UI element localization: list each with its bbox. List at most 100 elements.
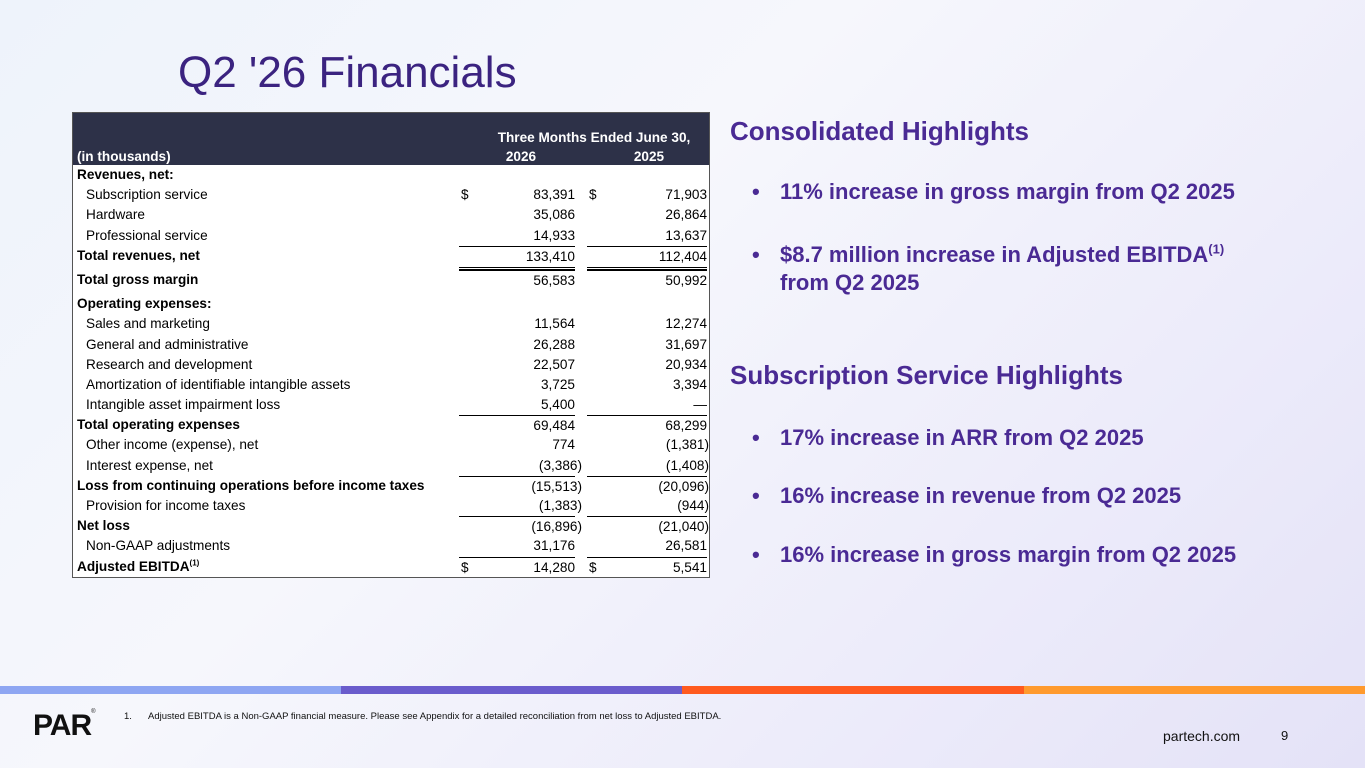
value-2025: 71,903	[665, 187, 707, 203]
bullet-text-main: $8.7 million increase in Adjusted EBITDA	[780, 242, 1209, 267]
value-2025: 68,299	[665, 418, 707, 434]
units-label: (in thousands)	[77, 149, 171, 164]
row-label: Intangible asset impairment loss	[86, 397, 281, 413]
value-2025: (21,040)	[658, 519, 709, 535]
table-row: Revenues, net:	[73, 165, 709, 185]
value-2026: (1,383)	[538, 498, 582, 513]
list-item: • 16% increase in gross margin from Q2 2…	[752, 541, 1236, 569]
bullet-text: 17% increase in ARR from Q2 2025	[780, 425, 1144, 450]
row-label: Net loss	[77, 518, 130, 534]
footnote-ref: (1)	[189, 558, 200, 568]
value-2025: 26,864	[665, 207, 707, 223]
value-2025: 26,581	[665, 538, 707, 554]
table-row: Net loss (16,896) (21,040)	[73, 516, 709, 536]
value-2026: 14,280	[533, 559, 575, 575]
table-row: Non-GAAP adjustments 31,176 26,581	[73, 536, 709, 556]
value-2026: (16,896)	[531, 519, 582, 535]
value-2025: 12,274	[665, 316, 707, 332]
value-2025: (20,096)	[658, 478, 709, 494]
value-2026: 83,391	[533, 187, 575, 203]
list-item: • 11% increase in gross margin from Q2 2…	[752, 178, 1235, 206]
footer-stripe-segment	[1024, 686, 1365, 694]
consolidated-highlights-heading: Consolidated Highlights	[730, 116, 1029, 146]
list-item: • $8.7 million increase in Adjusted EBIT…	[752, 241, 1224, 297]
value-2025: 50,992	[665, 272, 707, 288]
subscription-highlights-heading: Subscription Service Highlights	[730, 360, 1123, 390]
table-row: Subscription service $83,391 $71,903	[73, 185, 709, 205]
value-2026: 133,410	[525, 248, 575, 264]
registered-mark: ®	[91, 709, 96, 715]
row-label: Hardware	[86, 207, 145, 223]
value-2026: 11,564	[534, 316, 575, 332]
footer-stripe-segment	[682, 686, 1024, 694]
table-row: Intangible asset impairment loss 5,400 —	[73, 395, 709, 415]
row-label: Research and development	[86, 356, 253, 372]
bullet-text: 16% increase in gross margin from Q2 202…	[780, 542, 1237, 567]
value-2026: 26,288	[533, 336, 575, 352]
row-label: General and administrative	[86, 336, 249, 352]
row-label: Interest expense, net	[86, 457, 213, 473]
value-2026: 22,507	[533, 356, 575, 372]
year-2025-header: 2025	[633, 149, 665, 164]
bullet-text-cont: from Q2 2025	[780, 270, 920, 295]
value-2026: 69,484	[533, 418, 575, 434]
row-label: Total operating expenses	[77, 417, 240, 433]
table-row: Amortization of identifiable intangible …	[73, 375, 709, 395]
footer-stripe-segment	[341, 686, 682, 694]
logo-text: PAR	[33, 709, 92, 742]
currency-symbol: $	[461, 559, 469, 575]
value-2026: 5,400	[540, 397, 575, 413]
table-row: Research and development 22,507 20,934	[73, 355, 709, 375]
value-2026: (3,386)	[538, 457, 582, 473]
value-2025: (1,408)	[665, 457, 709, 473]
page-title: Q2 '26 Financials	[178, 48, 517, 97]
table-row: Other income (expense), net 774 (1,381)	[73, 435, 709, 455]
value-2025: —	[693, 397, 707, 413]
row-label: Revenues, net:	[77, 167, 174, 182]
period-header: Three Months Ended June 30,	[497, 130, 691, 145]
currency-symbol: $	[589, 559, 597, 575]
bullet-glyph: •	[752, 179, 760, 204]
value-2026: 35,086	[533, 207, 575, 223]
row-label-text: Adjusted EBITDA	[77, 558, 190, 574]
footer-stripe-segment	[0, 686, 341, 694]
row-label: Operating expenses:	[77, 296, 212, 312]
row-label: Total revenues, net	[77, 247, 200, 263]
table-row: Sales and marketing 11,564 12,274	[73, 314, 709, 334]
row-label: Amortization of identifiable intangible …	[86, 376, 351, 392]
table-row: Operating expenses:	[73, 294, 709, 314]
row-label: Provision for income taxes	[86, 498, 246, 513]
list-item: • 16% increase in revenue from Q2 2025	[752, 482, 1181, 510]
row-label: Sales and marketing	[86, 316, 210, 332]
financials-table: Three Months Ended June 30, (in thousand…	[72, 112, 710, 578]
value-2025: 31,697	[665, 336, 707, 352]
value-2026: 56,583	[533, 272, 575, 288]
table-row: Loss from continuing operations before i…	[73, 475, 709, 496]
value-2025: 3,394	[672, 376, 707, 392]
row-label: Adjusted EBITDA(1)	[77, 557, 199, 577]
row-label: Loss from continuing operations before i…	[77, 477, 425, 493]
bullet-text: $8.7 million increase in Adjusted EBITDA…	[752, 241, 1224, 297]
value-2025: (1,381)	[665, 437, 709, 453]
value-2025: 13,637	[665, 227, 707, 243]
footnote-ref: (1)	[1208, 241, 1225, 257]
table-row: Adjusted EBITDA(1) $14,280 $5,541	[73, 556, 709, 577]
bullet-text: 11% increase in gross margin from Q2 202…	[780, 179, 1235, 204]
bullet-text: 16% increase in revenue from Q2 2025	[780, 483, 1182, 508]
website-link[interactable]: partech.com	[1163, 728, 1241, 744]
bullet-glyph: •	[752, 483, 760, 508]
value-2026: 14,933	[533, 227, 575, 243]
table-row: Total operating expenses 69,484 68,299	[73, 415, 709, 435]
par-logo: PAR®	[33, 709, 96, 743]
table-row: Hardware 35,086 26,864	[73, 205, 709, 225]
row-label: Subscription service	[86, 187, 208, 203]
value-2025: (944)	[677, 498, 709, 513]
table-row: Total gross margin 56,583 50,992	[73, 269, 709, 290]
bullet-glyph: •	[752, 425, 760, 450]
table-row: General and administrative 26,288 31,697	[73, 335, 709, 355]
table-row: Professional service 14,933 13,637	[73, 226, 709, 246]
value-2025: 112,404	[658, 248, 707, 264]
year-2026-header: 2026	[505, 149, 537, 164]
table-header: Three Months Ended June 30, (in thousand…	[73, 113, 709, 165]
currency-symbol: $	[589, 187, 597, 203]
